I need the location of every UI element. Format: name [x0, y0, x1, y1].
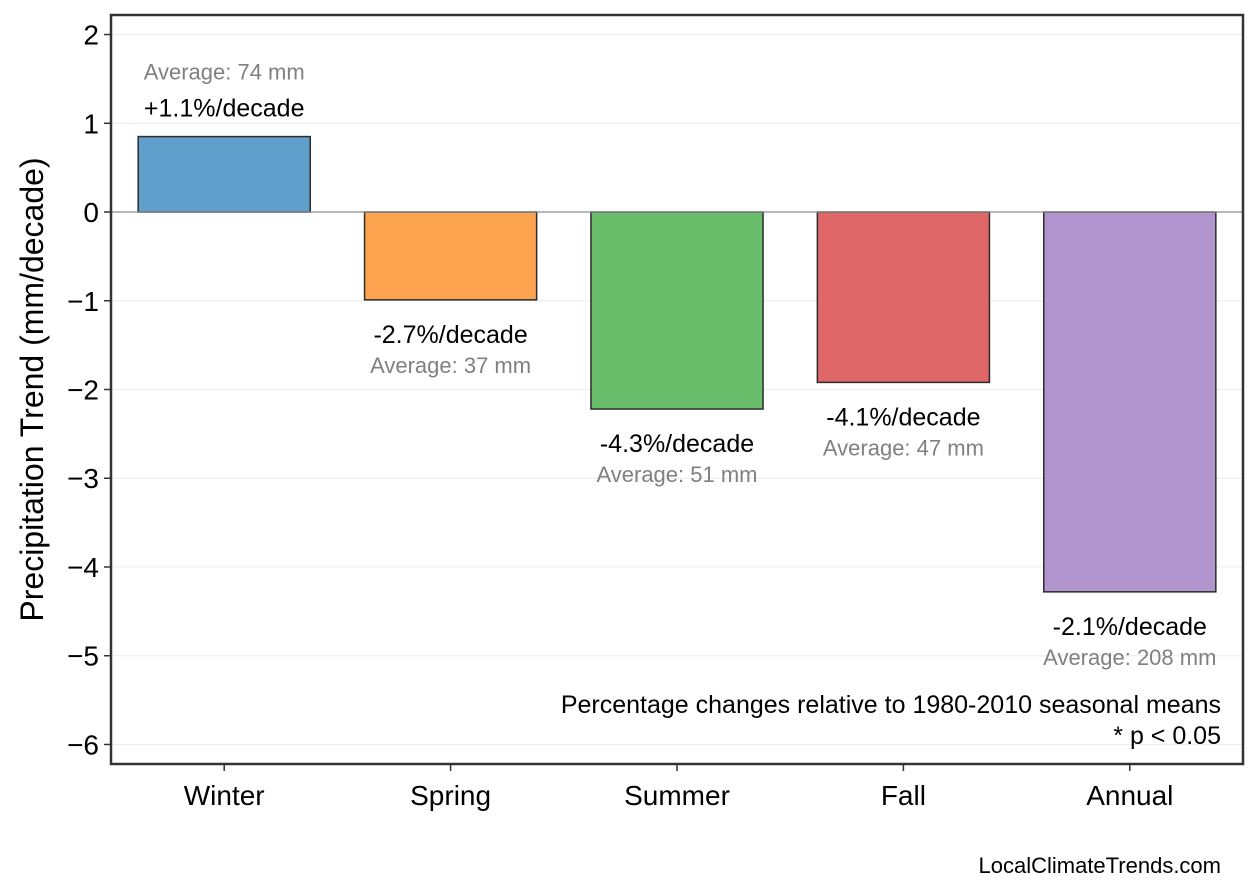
bar-spring — [363, 211, 538, 301]
y-tick-label: 2 — [83, 20, 99, 51]
x-tick-label: Spring — [410, 780, 491, 811]
y-axis-label: Precipitation Trend (mm/decade) — [14, 157, 50, 621]
tick-layer: 2 1 0 −1 −2 −3 −4 −5 −6 Winter Spring Summer Fall Ann… — [67, 20, 1173, 811]
y-tick-label: −3 — [67, 463, 99, 494]
x-tick-label: Summer — [624, 780, 730, 811]
bar-summer — [590, 211, 764, 410]
y-tick-label: −6 — [67, 729, 99, 760]
trend-label: -4.3%/decade — [600, 430, 754, 458]
y-tick-label: −5 — [67, 641, 99, 672]
x-tick-label: Winter — [184, 780, 265, 811]
average-label: Average: 51 mm — [596, 462, 757, 487]
y-tick-label: −1 — [67, 286, 99, 317]
y-tick-label: 0 — [83, 197, 99, 228]
bar-winter — [137, 135, 311, 213]
x-tick-label: Fall — [881, 780, 926, 811]
source-credit: LocalClimateTrends.com — [979, 853, 1222, 878]
average-label: Average: 74 mm — [144, 60, 305, 85]
trend-label: -2.1%/decade — [1053, 613, 1207, 641]
trend-label: -4.1%/decade — [826, 403, 980, 431]
bar-annual — [1043, 211, 1217, 593]
trend-label: +1.1%/decade — [144, 95, 305, 123]
average-label: Average: 208 mm — [1043, 645, 1216, 670]
trend-label: -2.7%/decade — [373, 321, 527, 349]
y-tick-label: 1 — [83, 108, 99, 139]
x-tick-label: Annual — [1086, 780, 1173, 811]
average-label: Average: 37 mm — [370, 353, 531, 378]
label-layer: +1.1%/decade Average: 74 mm -2.7%/decade Av… — [144, 60, 1217, 670]
significance-note: * p < 0.05 — [1113, 722, 1221, 750]
average-label: Average: 47 mm — [823, 435, 984, 460]
y-tick-label: −2 — [67, 375, 99, 406]
y-tick-label: −4 — [67, 552, 99, 583]
annotation-note: Percentage changes relative to 1980-2010… — [561, 691, 1221, 719]
bar-layer — [137, 135, 1217, 593]
bar-fall — [816, 211, 991, 384]
